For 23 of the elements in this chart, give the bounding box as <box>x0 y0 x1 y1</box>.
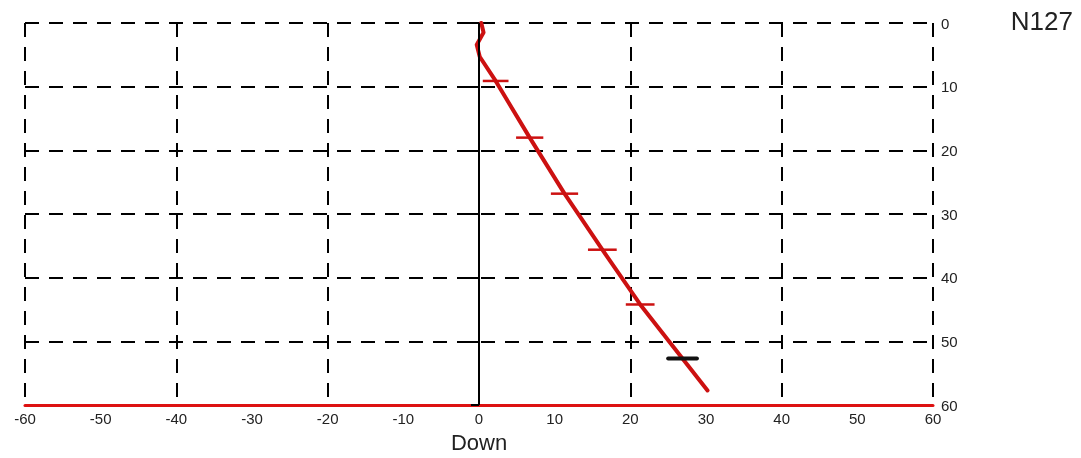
y-tick-label: 60 <box>941 396 958 414</box>
x-tick-label: 30 <box>697 410 715 428</box>
x-tick-label: -40 <box>165 410 188 428</box>
x-tick-label: 0 <box>474 410 484 428</box>
y-tick-label: 10 <box>941 78 958 96</box>
x-tick-label: -30 <box>241 410 263 428</box>
x-tick-label: 50 <box>848 410 866 428</box>
y-tick-label: 0 <box>941 14 950 32</box>
x-tick-label: -20 <box>316 410 339 428</box>
y-tick-label: 20 <box>941 141 958 159</box>
x-axis-title: Down <box>450 429 508 455</box>
x-tick-label: 60 <box>924 410 942 428</box>
x-tick-label: -10 <box>392 410 415 428</box>
x-tick-label: -60 <box>14 410 36 428</box>
text: N127 <box>1010 6 1073 36</box>
x-tick-label: 20 <box>621 410 639 428</box>
y-tick-label: 30 <box>941 205 958 223</box>
y-tick-label: 50 <box>941 332 958 350</box>
line-series <box>474 21 710 393</box>
x-tick-label: 40 <box>773 410 791 428</box>
x-tick-label: -50 <box>89 410 112 428</box>
x-tick-label: 10 <box>546 410 564 428</box>
y-tick-label: 40 <box>941 269 958 287</box>
